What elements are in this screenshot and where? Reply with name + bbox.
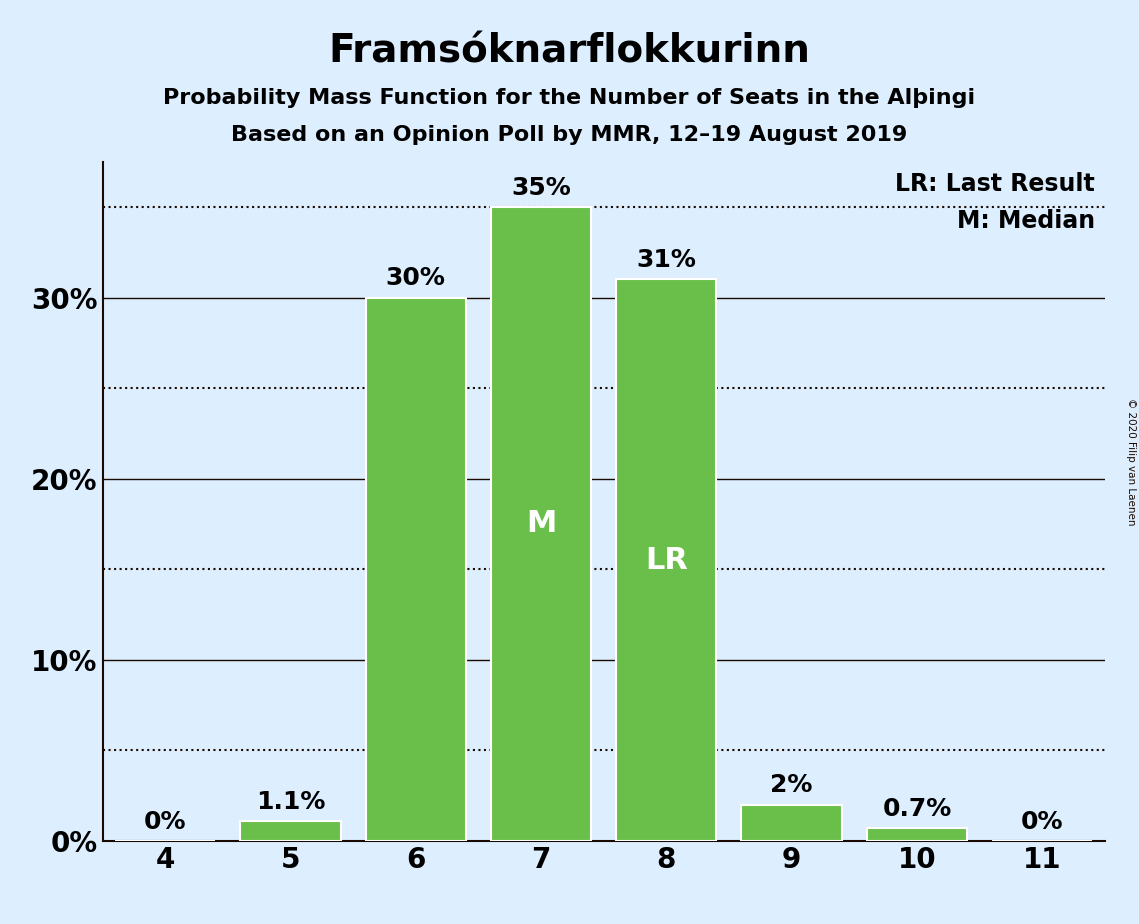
Text: 31%: 31%	[637, 249, 696, 273]
Text: M: M	[526, 509, 556, 539]
Text: 35%: 35%	[511, 176, 571, 200]
Text: 0%: 0%	[144, 809, 187, 833]
Bar	[616, 279, 716, 841]
Text: 1.1%: 1.1%	[256, 790, 325, 814]
Text: 0.7%: 0.7%	[883, 796, 951, 821]
Text: 0%: 0%	[1021, 809, 1064, 833]
Text: 2%: 2%	[770, 773, 813, 797]
Text: Based on an Opinion Poll by MMR, 12–19 August 2019: Based on an Opinion Poll by MMR, 12–19 A…	[231, 125, 908, 145]
Bar	[491, 207, 591, 841]
Bar	[867, 828, 967, 841]
Bar	[366, 298, 466, 841]
Text: LR: Last Result: LR: Last Result	[895, 172, 1095, 196]
Text: M: Median: M: Median	[957, 209, 1095, 233]
Bar	[741, 805, 842, 841]
Text: 30%: 30%	[386, 266, 445, 290]
Text: © 2020 Filip van Laenen: © 2020 Filip van Laenen	[1126, 398, 1136, 526]
Text: Framsóknarflokkurinn: Framsóknarflokkurinn	[328, 32, 811, 70]
Bar	[240, 821, 341, 841]
Text: Probability Mass Function for the Number of Seats in the Alþingi: Probability Mass Function for the Number…	[163, 88, 976, 108]
Text: LR: LR	[645, 546, 688, 575]
